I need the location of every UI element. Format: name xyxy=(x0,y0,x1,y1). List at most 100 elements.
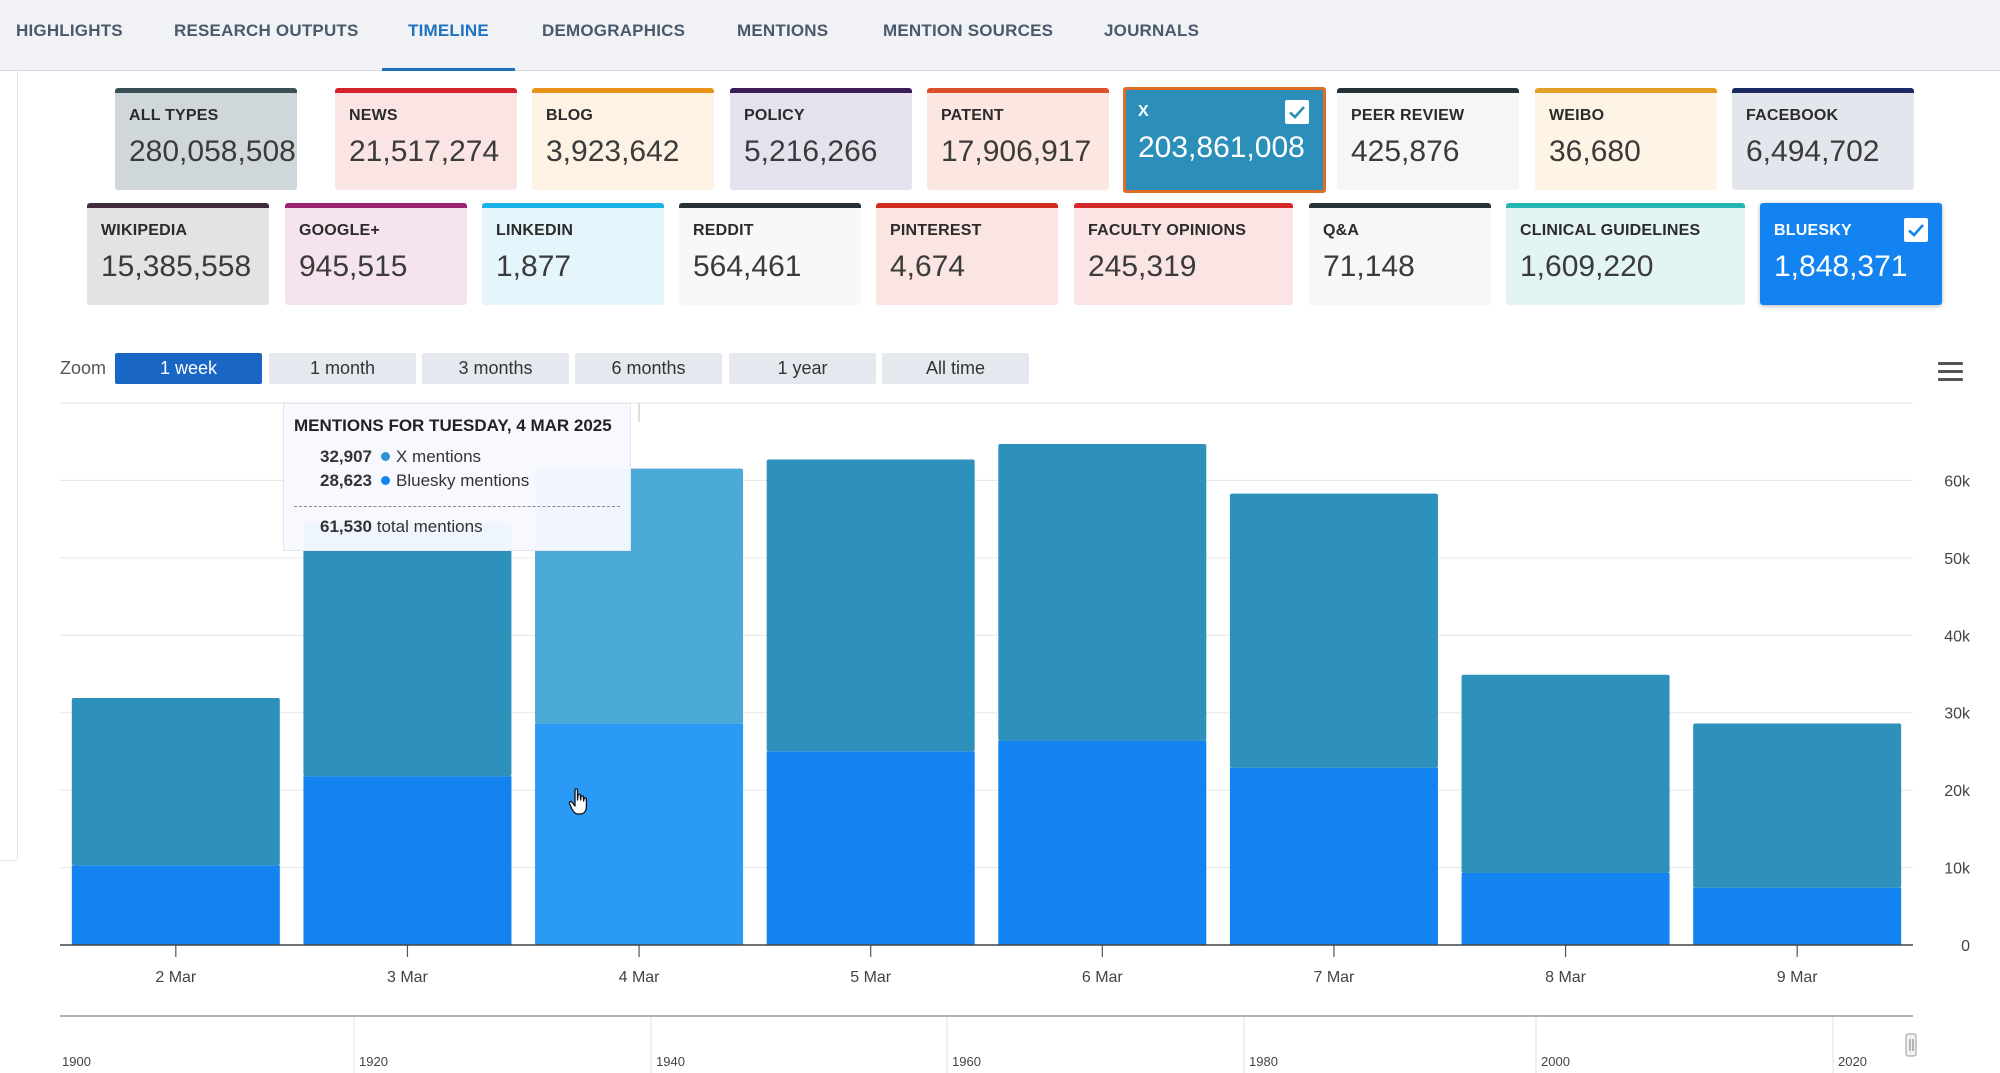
card-label: POLICY xyxy=(744,107,805,124)
checkbox-checked-icon[interactable] xyxy=(1285,100,1309,124)
x-tick-label: 3 Mar xyxy=(387,969,429,986)
card-label: LINKEDIN xyxy=(496,222,574,239)
tooltip-x-value: 32,907 xyxy=(320,447,372,466)
card-policy[interactable]: POLICY 5,216,266 xyxy=(730,88,912,190)
card-news[interactable]: NEWS 21,517,274 xyxy=(335,88,517,190)
bar-x xyxy=(303,523,512,777)
chart-menu-icon[interactable] xyxy=(1938,362,1963,382)
zoom-button-6-months[interactable]: 6 months xyxy=(575,353,722,384)
zoom-button-all-time[interactable]: All time xyxy=(882,353,1029,384)
card-facebook[interactable]: FACEBOOK 6,494,702 xyxy=(1732,88,1914,190)
card-count: 21,517,274 xyxy=(349,135,500,168)
card-count: 4,674 xyxy=(890,250,966,283)
card-label: REDDIT xyxy=(693,222,754,239)
card-peer-review[interactable]: PEER REVIEW 425,876 xyxy=(1337,88,1519,190)
x-tick-label: 2 Mar xyxy=(155,969,197,986)
zoom-button-1-year[interactable]: 1 year xyxy=(729,353,876,384)
card-x[interactable]: X 203,861,008 xyxy=(1123,87,1326,193)
card-wikipedia[interactable]: WIKIPEDIA 15,385,558 xyxy=(87,203,269,305)
zoom-button-1-month[interactable]: 1 month xyxy=(269,353,416,384)
y-tick-label: 40k xyxy=(1944,628,1971,645)
tab-mention-sources[interactable]: MENTION SOURCES xyxy=(883,21,1054,40)
tab-research-outputs[interactable]: RESEARCH OUTPUTS xyxy=(174,21,359,40)
card-label: NEWS xyxy=(349,107,398,124)
bar-bluesky xyxy=(71,865,280,945)
left-panel-edge-bottom xyxy=(0,860,17,861)
x-tick-label: 4 Mar xyxy=(619,969,661,986)
bar-bluesky xyxy=(766,751,975,945)
tooltip-bluesky-label: Bluesky mentions xyxy=(396,471,530,490)
card-faculty-opinions[interactable]: FACULTY OPINIONS 245,319 xyxy=(1074,203,1293,305)
bar-x xyxy=(766,459,975,752)
navigator-year-label: 1940 xyxy=(656,1054,685,1069)
navigator-handle[interactable] xyxy=(1905,1033,1917,1057)
tab-highlights[interactable]: HIGHLIGHTS xyxy=(16,21,123,40)
card-count: 15,385,558 xyxy=(101,250,252,283)
tab-timeline[interactable]: TIMELINE xyxy=(382,0,515,71)
card-label: BLUESKY xyxy=(1774,222,1852,239)
bar-x xyxy=(71,698,280,866)
card-count: 1,848,371 xyxy=(1774,250,1908,283)
card-label: PEER REVIEW xyxy=(1351,107,1465,124)
tooltip-total-value: 61,530 xyxy=(320,517,372,536)
card-label: Q&A xyxy=(1323,222,1360,239)
card-pinterest[interactable]: PINTEREST 4,674 xyxy=(876,203,1058,305)
card-label: GOOGLE+ xyxy=(299,222,380,239)
tooltip-row-bluesky: 28,623 Bluesky mentions xyxy=(320,471,529,491)
zoom-button-1-week[interactable]: 1 week xyxy=(115,353,262,384)
card-label: WIKIPEDIA xyxy=(101,222,188,239)
card-google[interactable]: GOOGLE+ 945,515 xyxy=(285,203,467,305)
navigator-year-label: 1920 xyxy=(359,1054,388,1069)
tooltip-title: MENTIONS FOR TUESDAY, 4 MAR 2025 xyxy=(294,416,612,435)
tooltip-row-x: 32,907 X mentions xyxy=(320,447,481,467)
navigator-year-label: 2020 xyxy=(1838,1054,1867,1069)
bar-x xyxy=(1693,723,1902,888)
tab-journals[interactable]: JOURNALS xyxy=(1104,21,1200,40)
card-qanda[interactable]: Q&A 71,148 xyxy=(1309,203,1491,305)
bar-x xyxy=(998,444,1207,741)
card-label: FACULTY OPINIONS xyxy=(1088,222,1247,239)
card-count: 425,876 xyxy=(1351,135,1460,168)
y-tick-label: 10k xyxy=(1944,861,1971,878)
card-linkedin[interactable]: LINKEDIN 1,877 xyxy=(482,203,664,305)
bar-bluesky xyxy=(535,723,744,945)
card-bluesky[interactable]: BLUESKY 1,848,371 xyxy=(1760,203,1942,305)
card-weibo[interactable]: WEIBO 36,680 xyxy=(1535,88,1717,190)
x-tick-label: 6 Mar xyxy=(1082,969,1124,986)
tab-mentions[interactable]: MENTIONS xyxy=(737,21,829,40)
card-clinical-guidelines[interactable]: CLINICAL GUIDELINES 1,609,220 xyxy=(1506,203,1745,305)
mentions-timeline-chart: 0 10k 20k 30k 40k 50k 60k 2 Mar 3 Mar 4 Mar 5 Mar 6… xyxy=(60,402,1971,1073)
card-all-types[interactable]: ALL TYPES 280,058,508 xyxy=(115,88,297,190)
x-tick-label: 8 Mar xyxy=(1545,969,1587,986)
card-label: X xyxy=(1138,103,1149,120)
card-count: 945,515 xyxy=(299,250,408,283)
bar-bluesky xyxy=(1229,767,1438,945)
tab-demographics[interactable]: DEMOGRAPHICS xyxy=(542,21,686,40)
y-tick-label: 30k xyxy=(1944,706,1971,723)
card-count: 6,494,702 xyxy=(1746,135,1880,168)
x-tick-label: 7 Mar xyxy=(1313,969,1355,986)
hand-cursor-icon xyxy=(568,788,588,815)
y-tick-label: 60k xyxy=(1944,473,1971,490)
tooltip-x-label: X mentions xyxy=(396,447,482,466)
card-count: 17,906,917 xyxy=(941,135,1092,168)
navigator-year-label: 1960 xyxy=(952,1054,981,1069)
navigator-year-label: 1980 xyxy=(1249,1054,1278,1069)
y-tick-label: 20k xyxy=(1944,783,1971,800)
tooltip-total-row: 61,530 total mentions xyxy=(320,517,483,537)
card-patent[interactable]: PATENT 17,906,917 xyxy=(927,88,1109,190)
y-tick-label: 0 xyxy=(1961,938,1970,955)
card-blog[interactable]: BLOG 3,923,642 xyxy=(532,88,714,190)
zoom-button-3-months[interactable]: 3 months xyxy=(422,353,569,384)
tooltip-total-label: total mentions xyxy=(376,517,483,536)
card-count: 71,148 xyxy=(1323,250,1415,283)
x-tick-label: 5 Mar xyxy=(850,969,892,986)
card-label: PINTEREST xyxy=(890,222,982,239)
checkbox-checked-icon[interactable] xyxy=(1904,218,1928,242)
card-reddit[interactable]: REDDIT 564,461 xyxy=(679,203,861,305)
card-label: BLOG xyxy=(546,107,594,124)
navigator-year-label: 2000 xyxy=(1541,1054,1570,1069)
x-series-dot-icon xyxy=(381,452,390,461)
card-count: 1,877 xyxy=(496,250,572,283)
card-label: ALL TYPES xyxy=(129,107,219,124)
